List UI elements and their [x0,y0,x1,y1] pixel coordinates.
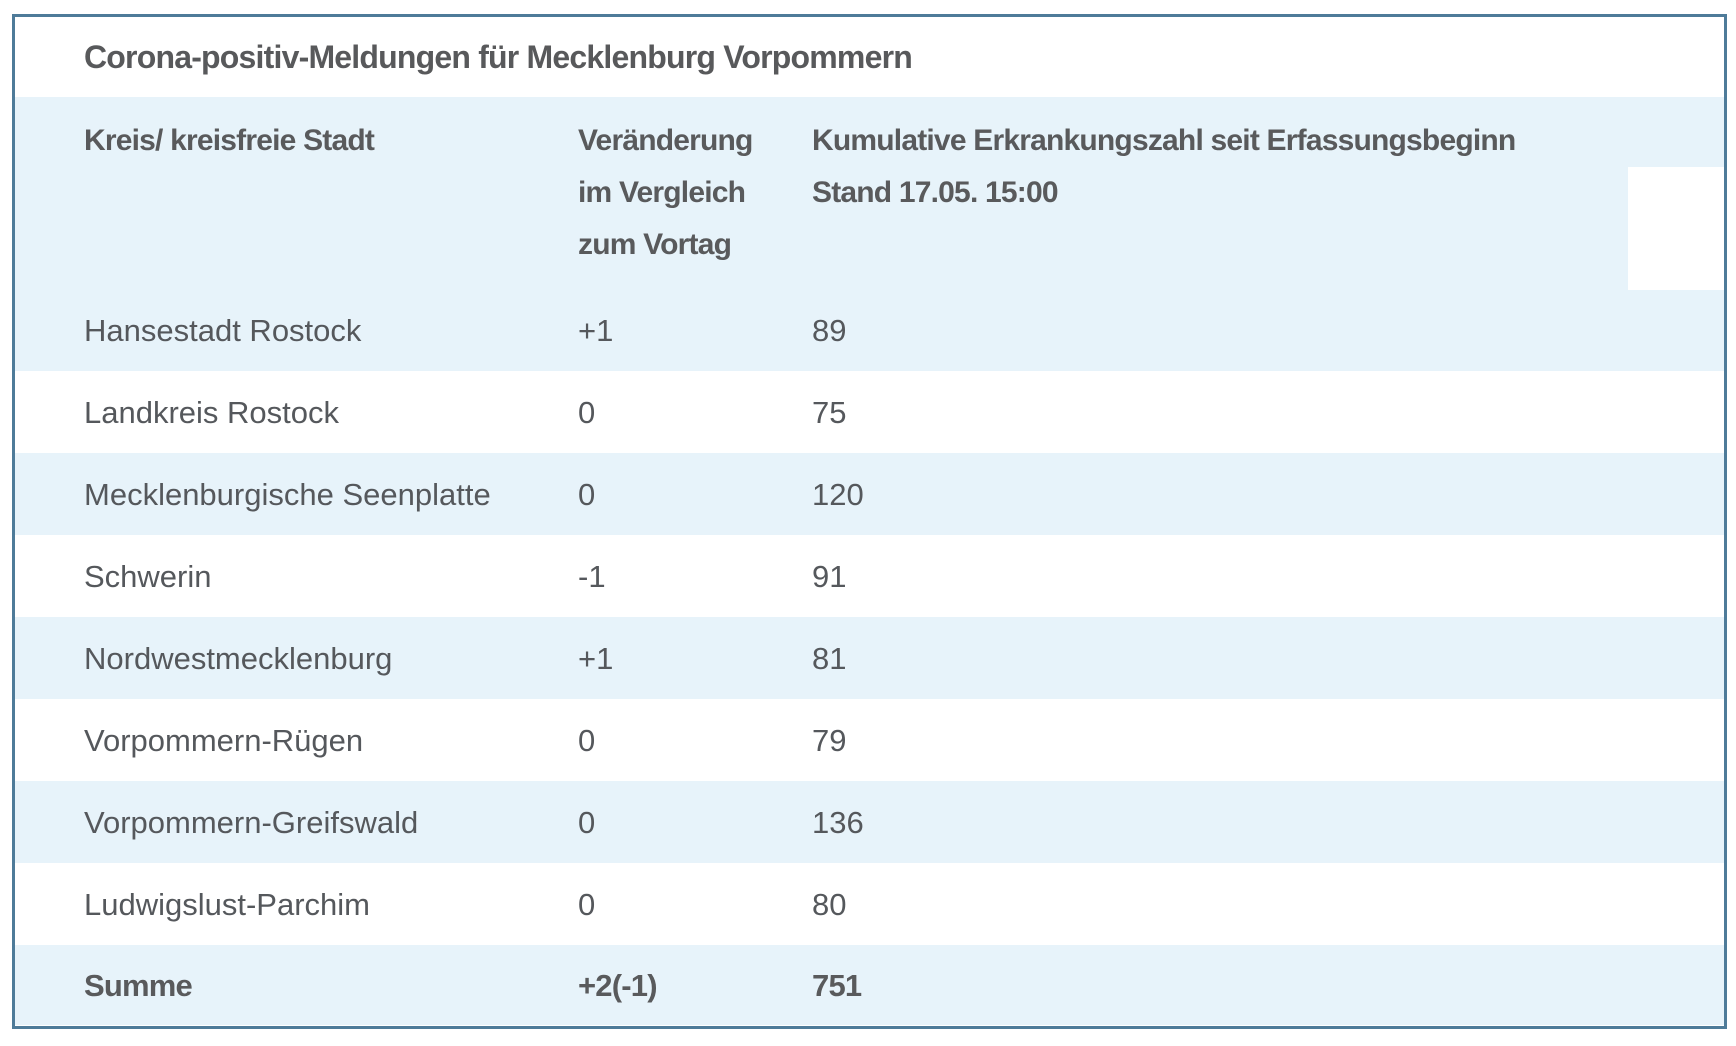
region-cell: Hansestadt Rostock [84,312,362,348]
change-cell: 0 [578,886,596,922]
cumulative-cell: 120 [812,476,864,512]
table-row: Mecklenburgische Seenplatte 0 120 [15,453,1724,535]
summary-change-cell: +2(-1) [578,967,658,1003]
change-cell: 0 [578,476,596,512]
corona-report-table: Corona-positiv-Meldungen für Mecklenburg… [12,14,1727,1029]
table-title: Corona-positiv-Meldungen für Mecklenburg… [84,38,913,75]
table-row: Ludwigslust-Parchim 0 80 [15,863,1724,945]
cumulative-cell: 80 [812,886,847,922]
change-cell: 0 [578,394,596,430]
region-cell: Ludwigslust-Parchim [84,886,370,922]
summary-label-cell: Summe [84,967,193,1003]
cumulative-cell: 136 [812,804,864,840]
col-header-cumulative-line: Kumulative Erkrankungszahl seit Erfassun… [812,124,1516,157]
change-cell: 0 [578,804,596,840]
change-cell: -1 [578,558,606,594]
col-header-cumulative-line: Stand 17.05. 15:00 [812,176,1059,209]
region-cell: Schwerin [84,558,212,594]
change-cell: +1 [578,640,614,676]
header-row: Kreis/ kreisfreie Stadt Veränderung im V… [15,97,1724,289]
cumulative-cell: 79 [812,722,847,758]
col-header-region: Kreis/ kreisfreie Stadt [84,115,578,289]
region-cell: Vorpommern-Rügen [84,722,364,758]
region-cell: Landkreis Rostock [84,394,340,430]
col-header-change-line: zum Vortag [578,228,732,261]
table-row: Vorpommern-Rügen 0 79 [15,699,1724,781]
table-row: Schwerin -1 91 [15,535,1724,617]
cumulative-cell: 89 [812,312,847,348]
table-title-row: Corona-positiv-Meldungen für Mecklenburg… [15,17,1724,97]
region-cell: Nordwestmecklenburg [84,640,393,676]
cumulative-cell: 81 [812,640,847,676]
summary-row: Summe +2(-1) 751 [15,945,1724,1025]
table-row: Landkreis Rostock 0 75 [15,371,1724,453]
white-overlay-patch [1628,167,1724,290]
summary-cumulative-cell: 751 [812,967,862,1003]
table-row: Hansestadt Rostock +1 89 [15,289,1724,371]
region-cell: Mecklenburgische Seenplatte [84,476,491,512]
change-cell: +1 [578,312,614,348]
col-header-region-label: Kreis/ kreisfreie Stadt [84,124,375,157]
region-cell: Vorpommern-Greifswald [84,804,419,840]
col-header-cumulative: Kumulative Erkrankungszahl seit Erfassun… [812,115,1724,289]
table-row: Vorpommern-Greifswald 0 136 [15,781,1724,863]
table-row: Nordwestmecklenburg +1 81 [15,617,1724,699]
col-header-change-line: im Vergleich [578,176,746,209]
cumulative-cell: 75 [812,394,847,430]
col-header-change-line: Veränderung [578,124,753,157]
col-header-change: Veränderung im Vergleich zum Vortag [578,115,812,289]
change-cell: 0 [578,722,596,758]
cumulative-cell: 91 [812,558,847,594]
